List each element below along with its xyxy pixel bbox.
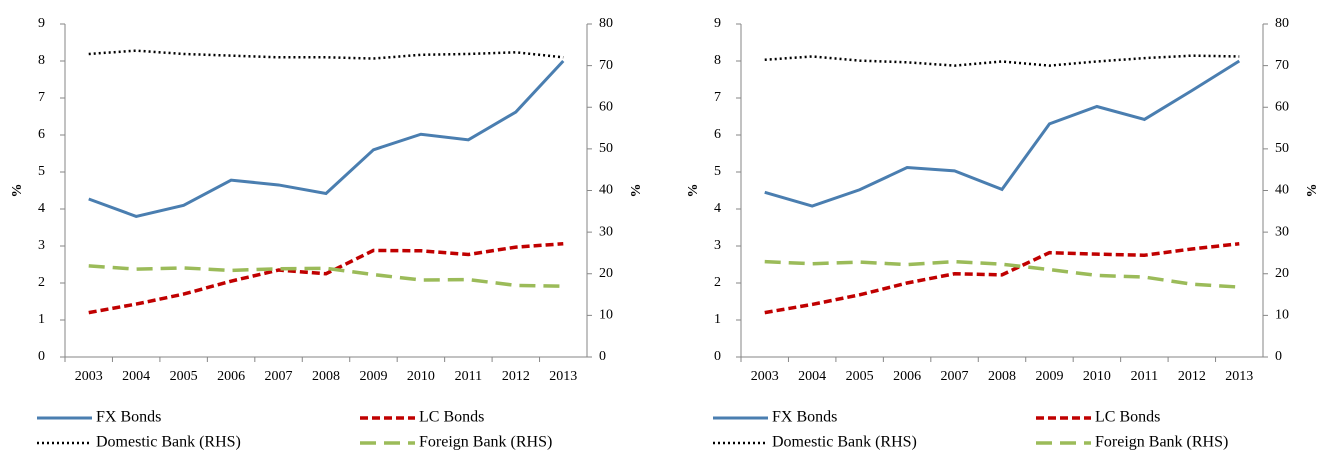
y2-tick-label: 70 xyxy=(1275,58,1289,73)
x-tick-label: 2003 xyxy=(75,369,103,384)
y2-tick-label: 10 xyxy=(1275,308,1289,323)
legend-label: Domestic Bank (RHS) xyxy=(772,434,917,451)
x-tick-label: 2007 xyxy=(265,369,293,384)
y-tick-label: 4 xyxy=(38,201,45,216)
y2-tick-label: 0 xyxy=(1275,349,1282,364)
x-tick-label: 2003 xyxy=(751,369,779,384)
y2-tick-label: 30 xyxy=(599,224,613,239)
x-tick-label: 2010 xyxy=(1083,369,1111,384)
y-tick-label: 1 xyxy=(714,312,721,327)
x-tick-label: 2004 xyxy=(798,369,826,384)
series-line xyxy=(88,264,564,288)
y2-tick-label: 0 xyxy=(599,349,606,364)
x-tick-label: 2008 xyxy=(312,369,340,384)
y2-tick-label: 70 xyxy=(599,58,613,73)
x-tick-label: 2009 xyxy=(1035,369,1063,384)
legend-label: LC Bonds xyxy=(419,409,484,426)
x-tick-label: 2012 xyxy=(1178,369,1206,384)
x-tick-label: 2008 xyxy=(988,369,1016,384)
x-tick-label: 2011 xyxy=(455,369,482,384)
legend-label: Domestic Bank (RHS) xyxy=(96,434,241,451)
y2-tick-label: 40 xyxy=(1275,183,1289,198)
y-axis-label: % xyxy=(10,184,25,198)
y-tick-label: 7 xyxy=(38,90,45,105)
y2-tick-label: 60 xyxy=(1275,99,1289,114)
y-tick-label: 8 xyxy=(714,53,721,68)
y2-tick-label: 80 xyxy=(1275,16,1289,31)
series-line xyxy=(764,242,1240,315)
y-tick-label: 5 xyxy=(38,164,45,179)
x-tick-label: 2011 xyxy=(1131,369,1158,384)
y-tick-label: 6 xyxy=(714,127,721,142)
y-tick-label: 5 xyxy=(714,164,721,179)
series-line xyxy=(764,54,1240,67)
x-tick-label: 2012 xyxy=(502,369,530,384)
legend-label: LC Bonds xyxy=(1095,409,1160,426)
y2-tick-label: 50 xyxy=(1275,141,1289,156)
legend-label: Foreign Bank (RHS) xyxy=(419,434,552,451)
y2-tick-label: 30 xyxy=(1275,224,1289,239)
y-tick-label: 1 xyxy=(38,312,45,327)
x-tick-label: 2004 xyxy=(122,369,150,384)
y2-axis-label: % xyxy=(1305,184,1320,198)
x-tick-label: 2013 xyxy=(1225,369,1253,384)
y2-tick-label: 10 xyxy=(599,308,613,323)
y-tick-label: 0 xyxy=(714,349,721,364)
x-tick-label: 2006 xyxy=(893,369,921,384)
y2-tick-label: 60 xyxy=(599,99,613,114)
x-tick-label: 2006 xyxy=(217,369,245,384)
y2-tick-label: 20 xyxy=(599,266,613,281)
y2-axis-label: % xyxy=(629,184,644,198)
x-tick-label: 2005 xyxy=(170,369,198,384)
x-tick-label: 2013 xyxy=(549,369,577,384)
series-line xyxy=(88,242,564,315)
x-tick-label: 2007 xyxy=(941,369,969,384)
y-tick-label: 7 xyxy=(714,90,721,105)
y-tick-label: 9 xyxy=(714,16,721,31)
x-tick-label: 2005 xyxy=(846,369,874,384)
x-tick-label: 2010 xyxy=(407,369,435,384)
y-tick-label: 8 xyxy=(38,53,45,68)
y2-tick-label: 40 xyxy=(599,183,613,198)
legend-label: Foreign Bank (RHS) xyxy=(1095,434,1228,451)
series-line xyxy=(88,59,565,218)
y-tick-label: 3 xyxy=(38,238,45,253)
y2-tick-label: 20 xyxy=(1275,266,1289,281)
y-tick-label: 3 xyxy=(714,238,721,253)
legend-label: FX Bonds xyxy=(96,409,161,426)
y-axis-label: % xyxy=(686,184,701,198)
x-tick-label: 2009 xyxy=(359,369,387,384)
y-tick-label: 6 xyxy=(38,127,45,142)
y-tick-label: 0 xyxy=(38,349,45,364)
legend-label: FX Bonds xyxy=(772,409,837,426)
y2-tick-label: 50 xyxy=(599,141,613,156)
y-tick-label: 2 xyxy=(38,275,45,290)
y-tick-label: 4 xyxy=(714,201,721,216)
y-tick-label: 2 xyxy=(714,275,721,290)
series-line xyxy=(764,59,1241,208)
y-tick-label: 9 xyxy=(38,16,45,31)
series-line xyxy=(764,259,1240,289)
y2-tick-label: 80 xyxy=(599,16,613,31)
series-line xyxy=(88,49,564,60)
